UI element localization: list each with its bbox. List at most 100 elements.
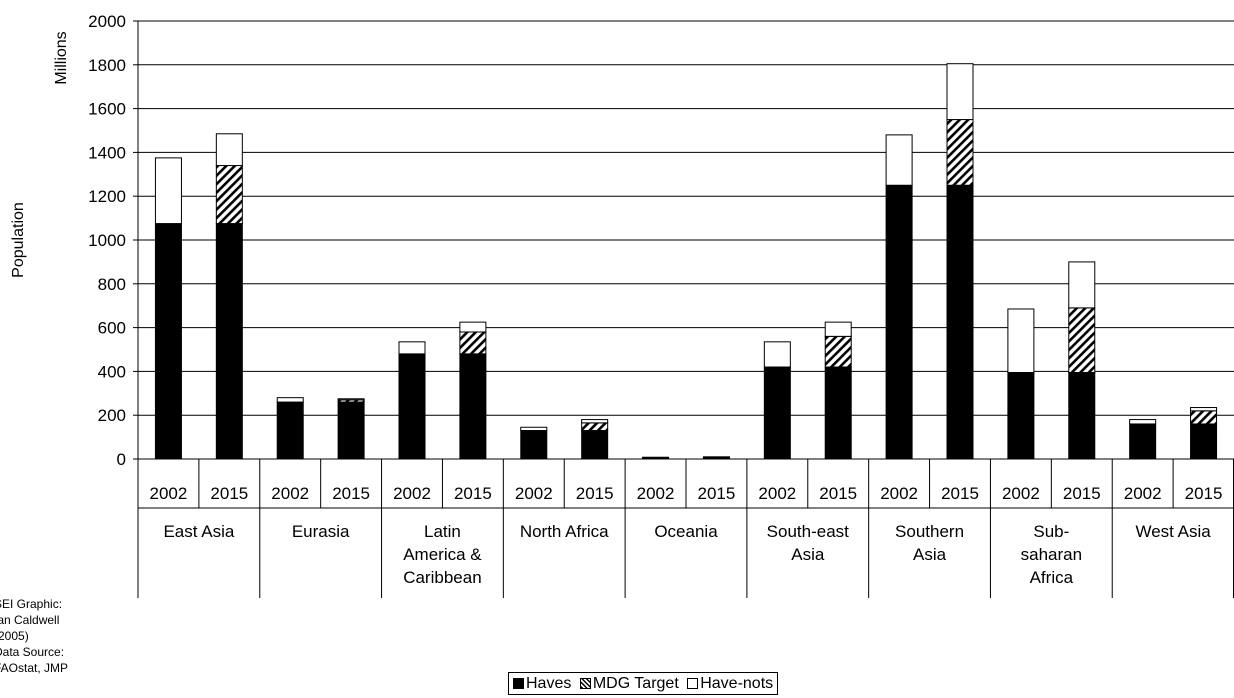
legend-item-haves: Haves bbox=[513, 674, 571, 693]
bar-segment-have-nots bbox=[642, 456, 670, 459]
y-tick-label: 1800 bbox=[88, 56, 126, 75]
x-tick-label-year: 2002 bbox=[393, 484, 431, 503]
legend-item-mdg-target: MDG Target bbox=[579, 674, 679, 693]
x-tick-label-region: saharan bbox=[1021, 545, 1082, 564]
y-tick-label: 2000 bbox=[88, 12, 126, 31]
bar-segment-haves bbox=[1068, 371, 1096, 460]
x-tick-label-region: Sub- bbox=[1033, 522, 1069, 541]
bar-segment-haves bbox=[824, 366, 852, 460]
bar-segment-have-nots bbox=[1190, 407, 1218, 412]
x-tick-label-year: 2015 bbox=[1063, 484, 1101, 503]
x-tick-label-region: America & bbox=[403, 545, 482, 564]
legend-label: Haves bbox=[526, 675, 572, 692]
source-credits: SEI Graphic: Ian Caldwell (2005) Data So… bbox=[0, 596, 68, 676]
x-tick-label-year: 2015 bbox=[454, 484, 492, 503]
x-tick-label-region: Latin bbox=[424, 522, 461, 541]
x-tick-label-region: Africa bbox=[1030, 568, 1074, 587]
x-tick-label-region: Caribbean bbox=[403, 568, 481, 587]
x-tick-label-region: Southern bbox=[895, 522, 964, 541]
x-tick-label-year: 2002 bbox=[758, 484, 796, 503]
bar-segment-haves bbox=[398, 353, 426, 460]
legend-label: MDG Target bbox=[592, 675, 679, 692]
x-tick-label-year: 2015 bbox=[1185, 484, 1223, 503]
y-axis-unit: Millions bbox=[53, 31, 70, 84]
bar-segment-mdg-target bbox=[215, 165, 243, 225]
bar-segment-have-nots bbox=[885, 134, 913, 186]
y-axis-title: Population bbox=[10, 202, 27, 278]
credit-line: Data Source: bbox=[0, 645, 65, 659]
bar-segment-have-nots bbox=[824, 321, 852, 337]
x-tick-label-region: Eurasia bbox=[292, 522, 350, 541]
legend-item-have-nots: Have-nots bbox=[687, 674, 773, 693]
y-tick-label: 0 bbox=[117, 450, 126, 469]
bar-segment-haves bbox=[1190, 423, 1218, 460]
x-tick-label-year: 2002 bbox=[1124, 484, 1162, 503]
x-tick-label-year: 2002 bbox=[271, 484, 309, 503]
bar-segment-haves bbox=[276, 401, 304, 460]
y-tick-label: 1000 bbox=[88, 231, 126, 250]
x-tick-label-region: West Asia bbox=[1135, 522, 1211, 541]
x-tick-label-region: Oceania bbox=[654, 522, 718, 541]
chart-legend: Haves MDG Target Have-nots bbox=[508, 672, 779, 695]
legend-label: Have-nots bbox=[700, 675, 774, 692]
x-tick-label-year: 2002 bbox=[880, 484, 918, 503]
bar-segment-haves bbox=[459, 353, 487, 460]
y-tick-label: 1200 bbox=[88, 187, 126, 206]
bar-segment-have-nots bbox=[581, 419, 609, 424]
bar-segment-have-nots bbox=[337, 398, 365, 401]
bar-segment-haves bbox=[154, 223, 182, 460]
filled-square-icon bbox=[513, 678, 524, 689]
bar-segment-haves bbox=[581, 430, 609, 460]
bar-segment-have-nots bbox=[154, 157, 182, 225]
credit-line: Ian Caldwell bbox=[0, 613, 60, 627]
bar-segment-have-nots bbox=[1007, 308, 1035, 373]
bar-segment-mdg-target bbox=[824, 335, 852, 368]
y-tick-label: 1400 bbox=[88, 143, 126, 162]
bar-segment-have-nots bbox=[276, 397, 304, 403]
x-tick-label-year: 2002 bbox=[1002, 484, 1040, 503]
x-tick-label-year: 2002 bbox=[150, 484, 188, 503]
bar-segment-have-nots bbox=[702, 456, 730, 458]
bar-segment-have-nots bbox=[763, 341, 791, 368]
hatched-square-icon bbox=[579, 678, 591, 689]
x-tick-label-year: 2015 bbox=[819, 484, 857, 503]
bar-segment-have-nots bbox=[1068, 261, 1096, 309]
bar-segment-have-nots bbox=[398, 341, 426, 355]
x-tick-label-region: South-east bbox=[767, 522, 849, 541]
bar-segment-haves bbox=[1007, 371, 1035, 460]
bar-segment-have-nots bbox=[459, 321, 487, 333]
bar-segment-mdg-target bbox=[459, 331, 487, 355]
bar-segment-haves bbox=[946, 184, 974, 460]
y-tick-label: 800 bbox=[98, 275, 126, 294]
y-tick-label: 1600 bbox=[88, 100, 126, 119]
x-tick-label-year: 2002 bbox=[515, 484, 553, 503]
bar-segment-mdg-target bbox=[581, 422, 609, 432]
x-tick-label-region: Asia bbox=[913, 545, 947, 564]
bar-segment-have-nots bbox=[1129, 419, 1157, 425]
bar-segment-haves bbox=[885, 184, 913, 460]
y-tick-label: 200 bbox=[98, 406, 126, 425]
bar-segment-haves bbox=[1129, 423, 1157, 460]
credit-line: (2005) bbox=[0, 629, 29, 643]
bar-segment-haves bbox=[337, 401, 365, 460]
y-tick-label: 400 bbox=[98, 362, 126, 381]
x-tick-label-year: 2015 bbox=[210, 484, 248, 503]
bar-segment-haves bbox=[520, 430, 548, 460]
x-tick-label-year: 2002 bbox=[637, 484, 675, 503]
x-tick-label-year: 2015 bbox=[698, 484, 736, 503]
x-tick-label-year: 2015 bbox=[332, 484, 370, 503]
y-tick-label: 600 bbox=[98, 319, 126, 338]
x-tick-label-region: North Africa bbox=[520, 522, 609, 541]
bar-segment-haves bbox=[763, 366, 791, 460]
bar-segment-mdg-target bbox=[946, 119, 974, 186]
bar-segment-mdg-target bbox=[1190, 410, 1218, 425]
x-tick-label-region: East Asia bbox=[163, 522, 234, 541]
credit-line: FAOstat, JMP bbox=[0, 661, 69, 675]
x-tick-label-year: 2015 bbox=[576, 484, 614, 503]
bar-segment-have-nots bbox=[520, 426, 548, 432]
bar-segment-have-nots bbox=[946, 63, 974, 121]
credit-line: SEI Graphic: bbox=[0, 597, 63, 611]
bar-segment-have-nots bbox=[215, 133, 243, 167]
bar-segment-haves bbox=[215, 223, 243, 460]
